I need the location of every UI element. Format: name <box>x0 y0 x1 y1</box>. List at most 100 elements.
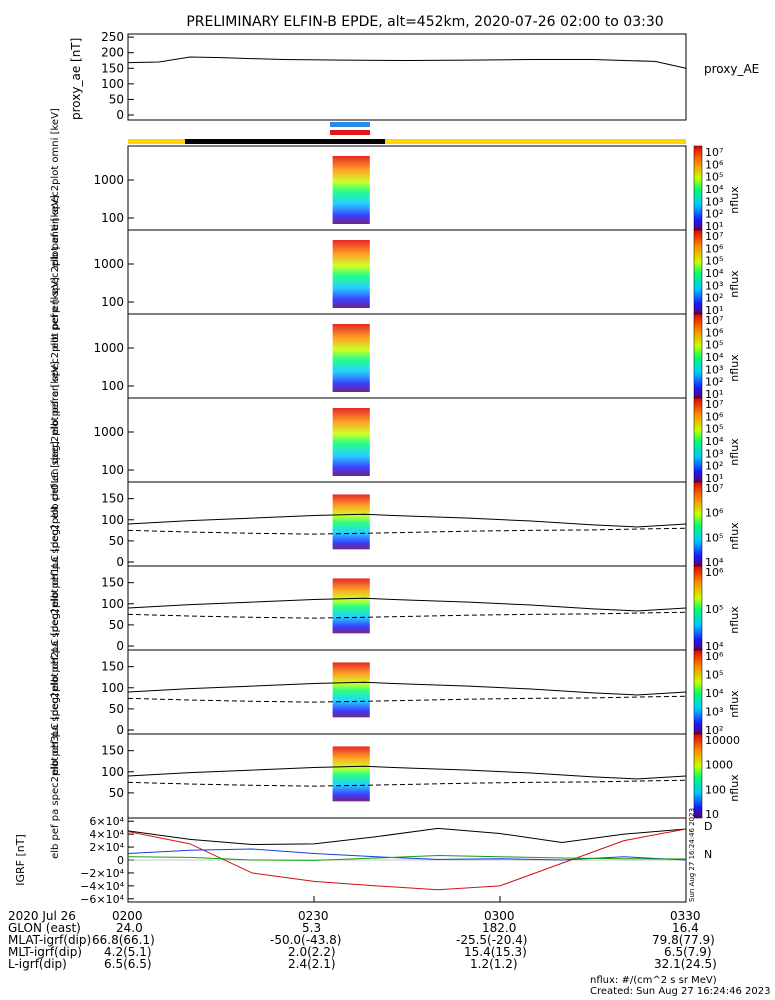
panel-2-ytick-label-0: 1000 <box>93 341 124 355</box>
ae-ytick-label-5: 250 <box>101 30 124 44</box>
panel-2-cb-label-0: 10⁷ <box>705 314 723 327</box>
panel-4-cb-label-1: 10⁶ <box>705 507 724 520</box>
panel-6-lc-upper <box>127 681 687 696</box>
panel-1-cb-label-5: 10² <box>705 292 723 305</box>
panel-4-ytick-label-3: 0 <box>116 555 124 569</box>
panel-0-ylabel: elb pef en spec2plot omni [keV] <box>50 108 61 268</box>
panel-3-frame <box>127 397 687 483</box>
footer-row-3-v2: 15.4(15.3) <box>464 945 527 959</box>
panel-1-ylabel: elb pef en spec2plot anti [keV] <box>50 195 61 349</box>
panel-6-pa-spectrogram <box>332 662 370 718</box>
footer-row-3-v3: 6.5(7.9) <box>664 945 712 959</box>
panel-0-spectrogram <box>332 156 370 224</box>
panel-0-cb-label-5: 10² <box>705 208 723 221</box>
panel-1-ytick-label-0: 1000 <box>93 257 124 271</box>
grf-legend-n: N <box>704 848 712 861</box>
panel-5-cb-label-0: 10⁶ <box>705 566 724 579</box>
panel-6-cb-label-4: 10² <box>705 724 723 737</box>
panel-5-colorbar <box>693 565 703 651</box>
chart-title: PRELIMINARY ELFIN-B EPDE, alt=452km, 202… <box>186 14 663 30</box>
footer-row-4-v2: 1.2(1.2) <box>470 957 518 971</box>
panel-3-cb-label-4: 10³ <box>705 447 723 460</box>
epd-red-bar <box>330 130 370 135</box>
panel-2-spectrogram <box>332 324 370 392</box>
panel-7-colorbar <box>693 733 703 819</box>
footer-row-0-v0: 0200 <box>112 909 143 923</box>
panel-7-cb-label-3: 10 <box>705 808 719 821</box>
panel-4-cb-label-2: 10⁵ <box>705 531 723 544</box>
panel-4-colorbar <box>693 481 703 567</box>
panel-6-frame <box>127 649 687 735</box>
panel-1-ytick-label-1: 100 <box>101 295 124 309</box>
panel-4-ylabel: elb pef pa spec2plot ch0LC [deg] <box>50 441 61 607</box>
panel-6-lc-lower <box>127 695 687 703</box>
panel-7-ytick-label-1: 100 <box>101 765 124 779</box>
grf-ytick-label-3: 0 <box>117 854 124 867</box>
panel-2-colorbar <box>693 313 703 399</box>
panel-0-cb-label-3: 10⁴ <box>705 183 724 196</box>
panel-4-pa-spectrogram <box>332 494 370 550</box>
panel-2-ylabel: elb pef en spec2plot perp [keV] <box>50 277 61 435</box>
footer-row-3-v0: 4.2(5.1) <box>104 945 152 959</box>
footer-row-4-v0: 6.5(6.5) <box>104 957 152 971</box>
panel-2-cb-label-6: 10¹ <box>705 388 723 401</box>
panel-1-cb-title: nflux <box>728 270 741 298</box>
panel-6-cb-label-1: 10⁵ <box>705 669 723 682</box>
panel-1-cb-label-3: 10⁴ <box>705 267 724 280</box>
panel-6-cb-label-3: 10³ <box>705 706 723 719</box>
panel-4-lc-lower <box>127 527 687 535</box>
panel-6-cb-label-0: 10⁶ <box>705 650 724 663</box>
panel-6-colorbar <box>693 649 703 735</box>
panel-0-cb-label-4: 10³ <box>705 195 723 208</box>
panel-4-frame <box>127 481 687 567</box>
panel-3-cb-label-5: 10² <box>705 460 723 473</box>
panel-2-cb-label-2: 10⁵ <box>705 339 723 352</box>
footer-row-2-v2: -25.5(-20.4) <box>456 933 528 947</box>
epd-blue-bar <box>330 122 370 127</box>
panel-0-cb-label-6: 10¹ <box>705 220 723 233</box>
grf-legend-d: D <box>704 820 712 833</box>
panel-3-ylabel: elb pef en spec2plot para [keV] <box>50 361 61 518</box>
panel-2-cb-label-5: 10² <box>705 376 723 389</box>
grf-ytick-label-1: 4×10⁴ <box>89 828 124 841</box>
panel-3-ytick-label-0: 1000 <box>93 425 124 439</box>
footer-row-2-v3: 79.8(77.9) <box>652 933 715 947</box>
panel-2-frame <box>127 313 687 399</box>
panel-4-cb-label-0: 10⁷ <box>705 482 723 495</box>
panel-5-cb-label-1: 10⁵ <box>705 603 723 616</box>
panel-5-ytick-label-0: 150 <box>101 576 124 590</box>
panel-3-ytick-label-1: 100 <box>101 463 124 477</box>
grf-ytick-label-5: −4×10⁴ <box>80 880 124 893</box>
panel-3-cb-label-6: 10¹ <box>705 472 723 485</box>
panel-6-cb-label-2: 10⁴ <box>705 687 724 700</box>
panel-7-cb-label-1: 1000 <box>705 759 733 772</box>
panel-5-pa-spectrogram <box>332 578 370 634</box>
panel-7-lc-upper <box>127 765 687 780</box>
footer-row-4-v1: 2.4(2.1) <box>288 957 336 971</box>
panel-3-colorbar <box>693 397 703 483</box>
panel-7-cb-title: nflux <box>728 774 741 802</box>
panel-0-cb-label-1: 10⁶ <box>705 158 724 171</box>
panel-2-cb-label-1: 10⁶ <box>705 326 724 339</box>
panel-3-spectrogram <box>332 408 370 476</box>
panel-7-cb-label-0: 10000 <box>705 734 740 747</box>
footer-row-2-label: MLAT-igrf(dip) <box>8 933 92 947</box>
footer-row-2-v0: 66.8(66.1) <box>92 933 155 947</box>
panel-7-pa-spectrogram <box>332 746 370 802</box>
panel-6-ylabel: elb pef pa spec2plot ch2LC [deg] <box>50 609 61 775</box>
panel-1-colorbar <box>693 229 703 315</box>
grf-ytick-label-4: −2×10⁴ <box>80 867 124 880</box>
panel-0-cb-label-2: 10⁵ <box>705 171 723 184</box>
ribbon-black <box>185 139 385 144</box>
ae-series-line <box>127 56 687 69</box>
panel-1-cb-label-2: 10⁵ <box>705 255 723 268</box>
panel-5-ytick-label-2: 50 <box>109 618 124 632</box>
panel-3-cb-label-3: 10⁴ <box>705 435 724 448</box>
units-note: nflux: #/(cm^2 s sr MeV) <box>590 975 717 986</box>
panel-0-cb-label-0: 10⁷ <box>705 146 723 159</box>
grf-ylabel: IGRF [nT] <box>14 834 27 886</box>
footer-row-1-v1: 5.3 <box>302 921 322 935</box>
footer-row-1-v3: 16.4 <box>672 921 699 935</box>
created-note: Created: Sun Aug 27 16:24:46 2023 <box>590 986 771 997</box>
